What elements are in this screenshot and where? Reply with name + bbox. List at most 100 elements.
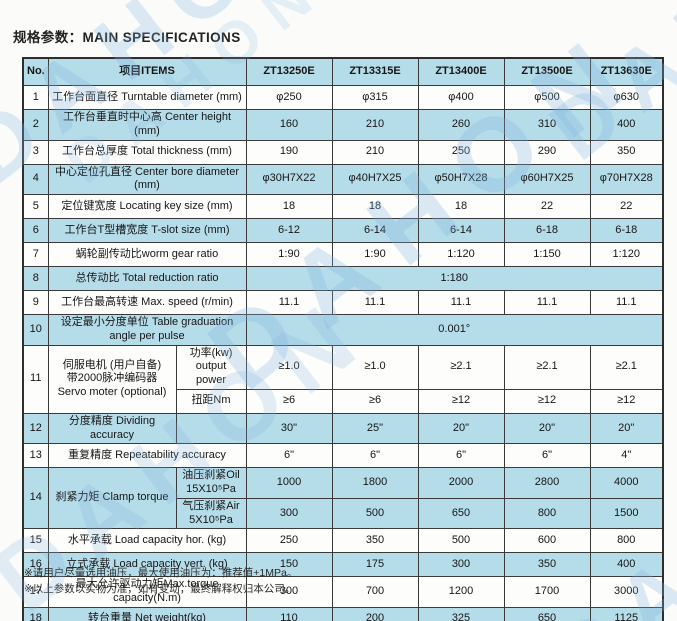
column-header-model-4: ZT13500E xyxy=(503,57,591,86)
value-cell: 20" xyxy=(503,412,591,445)
specifications-table: No. 项目ITEMS ZT13250E ZT13315E ZT13400E Z… xyxy=(22,57,664,621)
row-number: 6 xyxy=(22,218,49,243)
value-cell: ≥6 xyxy=(331,388,419,414)
value-cell: φ70H7X28 xyxy=(589,163,664,195)
value-cell: ≥6 xyxy=(245,388,333,414)
item-label: 立式承载 Load capacity vert. (kg) xyxy=(47,552,247,578)
value-cell: φ50H7X28 xyxy=(417,163,505,195)
item-label: 最大允许驱动力矩Max.torque capacity(N.m) xyxy=(47,576,247,608)
column-header-items: 项目ITEMS xyxy=(47,57,247,86)
value-cell: 11.1 xyxy=(417,290,505,315)
item-label: 重复精度 Repeatability accuracy xyxy=(47,443,247,469)
table-row: 1 工作台面直径 Turntable diameter (mm) φ250 φ315 φ… xyxy=(22,85,664,110)
column-header-model-3: ZT13400E xyxy=(417,57,505,86)
value-cell: φ60H7X25 xyxy=(503,163,591,195)
value-cell: 1500 xyxy=(589,497,664,530)
table-row: 5 定位键宽度 Locating key size (mm) 18 18 18 22 22 xyxy=(22,194,664,219)
table-row: 16 立式承载 Load capacity vert. (kg) 150 175 300… xyxy=(22,552,664,578)
row-number: 18 xyxy=(22,606,49,621)
value-cell: 1800 xyxy=(331,467,419,499)
column-header-model-5: ZT13630E xyxy=(589,57,664,86)
item-label: 工作台面直径 Turntable diameter (mm) xyxy=(47,85,247,110)
table-row: 18 转台重量 Net weight(kg) 110 200 325 650 1125 xyxy=(22,606,664,621)
sub-label: 扭距Nm xyxy=(175,388,247,414)
item-label: 水平承载 Load capacity hor. (kg) xyxy=(47,528,247,554)
value-cell: 350 xyxy=(331,528,419,554)
value-cell: 1:90 xyxy=(331,242,419,267)
value-cell: 1:150 xyxy=(503,242,591,267)
value-cell: 190 xyxy=(245,139,333,165)
value-cell: 160 xyxy=(245,109,333,141)
item-label: 工作台最高转速 Max. speed (r/min) xyxy=(47,290,247,315)
row-number: 4 xyxy=(22,163,49,195)
column-header-model-1: ZT13250E xyxy=(245,57,333,86)
item-label: 定位键宽度 Locating key size (mm) xyxy=(47,194,247,219)
value-cell: 1200 xyxy=(417,576,505,608)
value-cell: 2800 xyxy=(503,467,591,499)
value-cell: φ630 xyxy=(589,85,664,110)
value-cell: 310 xyxy=(503,109,591,141)
value-cell: 6" xyxy=(331,443,419,469)
value-cell: ≥2.1 xyxy=(503,344,591,390)
value-cell: 325 xyxy=(417,606,505,621)
value-cell: 1125 xyxy=(589,606,664,621)
value-cell: φ315 xyxy=(331,85,419,110)
value-cell: 18 xyxy=(245,194,333,219)
value-cell: 1:90 xyxy=(245,242,333,267)
column-header-no: No. xyxy=(22,57,49,86)
value-cell: 1000 xyxy=(245,467,333,499)
value-cell: 3000 xyxy=(589,576,664,608)
value-cell: 800 xyxy=(503,497,591,530)
value-cell: 11.1 xyxy=(331,290,419,315)
table-row: 13 重复精度 Repeatability accuracy 6" 6" 6" 6" 4" xyxy=(22,443,664,469)
value-cell: 1:120 xyxy=(589,242,664,267)
value-cell-span: 0.001° xyxy=(245,314,664,346)
item-label: 伺服电机 (用户自备) 带2000脉冲编码器 Servo moter (opti… xyxy=(47,344,177,414)
value-cell: 6-18 xyxy=(589,218,664,243)
footnote-line: ※请用户尽量选用油压，最大使用油压为：推荐值+1MPa。 xyxy=(24,567,298,579)
value-cell: φ250 xyxy=(245,85,333,110)
row-number: 10 xyxy=(22,314,49,346)
value-cell: ≥1.0 xyxy=(331,344,419,390)
value-cell: 650 xyxy=(417,497,505,530)
value-cell: 800 xyxy=(589,528,664,554)
value-cell: 110 xyxy=(245,606,333,621)
row-number: 13 xyxy=(22,443,49,469)
value-cell: 290 xyxy=(503,139,591,165)
item-label: 转台重量 Net weight(kg) xyxy=(47,606,247,621)
sub-label: 油压刹紧Oil 15X10⁵Pa xyxy=(175,467,247,499)
row-number: 1 xyxy=(22,85,49,110)
value-cell: 210 xyxy=(331,109,419,141)
value-cell: 6-12 xyxy=(245,218,333,243)
sub-label: 功率(kw) output power xyxy=(175,344,247,390)
value-cell: 400 xyxy=(589,552,664,578)
row-number: 9 xyxy=(22,290,49,315)
value-cell: 2000 xyxy=(417,467,505,499)
row-number: 12 xyxy=(22,412,49,445)
table-row: 气压刹紧Air 5X10⁵Pa 300 500 650 800 1500 xyxy=(23,497,664,530)
value-cell: 11.1 xyxy=(589,290,664,315)
value-cell: 500 xyxy=(331,497,419,530)
row-number: 7 xyxy=(22,242,49,267)
value-cell: 6" xyxy=(503,443,591,469)
row-number: 17 xyxy=(22,576,49,608)
item-label: 蜗轮副传动比worm gear ratio xyxy=(47,242,247,267)
table-row: 9 工作台最高转速 Max. speed (r/min) 11.1 11.1 11.1 1… xyxy=(22,290,664,315)
value-cell: 11.1 xyxy=(503,290,591,315)
value-cell: 150 xyxy=(245,552,333,578)
value-cell: 25" xyxy=(331,412,419,445)
value-cell: ≥1.0 xyxy=(245,344,333,390)
value-cell: 6-14 xyxy=(417,218,505,243)
value-cell: 650 xyxy=(503,606,591,621)
value-cell: 18 xyxy=(417,194,505,219)
value-cell: 200 xyxy=(331,606,419,621)
header-row: No. 项目ITEMS ZT13250E ZT13315E ZT13400E Z… xyxy=(22,57,664,86)
value-cell: φ400 xyxy=(417,85,505,110)
table-row: 3 工作台总厚度 Total thickness (mm) 190 210 250 290… xyxy=(22,139,664,165)
value-cell: ≥2.1 xyxy=(589,344,664,390)
value-cell: 400 xyxy=(589,109,664,141)
value-cell: 700 xyxy=(331,576,419,608)
value-cell: φ30H7X22 xyxy=(245,163,333,195)
value-cell: ≥12 xyxy=(417,388,505,414)
value-cell: 300 xyxy=(245,497,333,530)
